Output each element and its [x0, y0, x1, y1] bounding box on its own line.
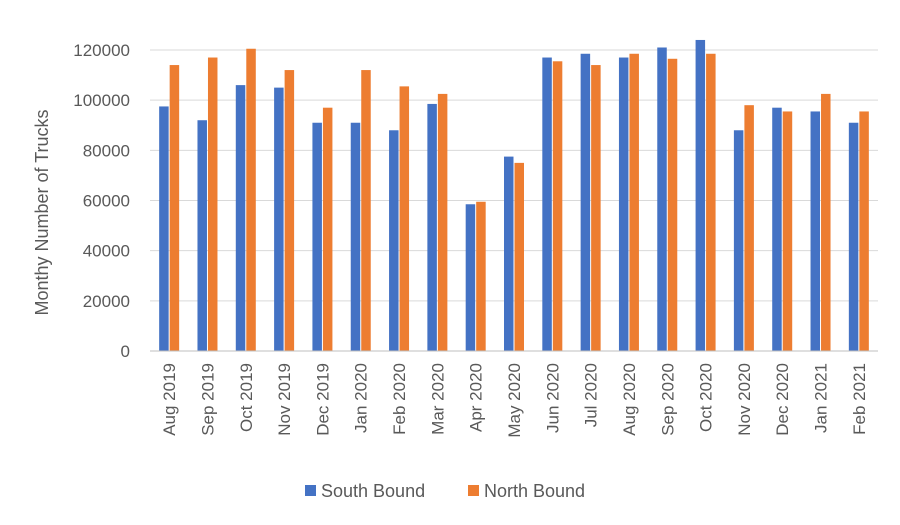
- bar-south-bound: [733, 130, 744, 351]
- bar-north-bound: [591, 65, 601, 352]
- bar-south-bound: [350, 122, 361, 351]
- bar-south-bound: [657, 47, 667, 351]
- bar-north-bound: [667, 58, 678, 351]
- x-tick-label: Nov 2019: [275, 363, 294, 436]
- x-tick-label: Oct 2020: [697, 363, 716, 432]
- y-tick-label: 40000: [83, 242, 130, 261]
- x-tick-label: Jul 2020: [582, 363, 601, 427]
- bar-north-bound: [514, 162, 524, 351]
- y-axis-title: Monthy Number of Trucks: [32, 109, 52, 315]
- bar-north-bound: [782, 111, 793, 352]
- x-tick-label: May 2020: [505, 363, 524, 438]
- bar-south-bound: [618, 57, 629, 352]
- bar-south-bound: [504, 156, 514, 351]
- bar-south-bound: [235, 85, 246, 351]
- x-tick-label: Aug 2019: [160, 363, 179, 436]
- legend: South Bound North Bound: [305, 481, 585, 501]
- gridlines: [150, 49, 878, 302]
- bar-north-bound: [437, 93, 448, 351]
- x-tick-label: Jan 2021: [812, 363, 831, 433]
- legend-swatch-south-bound: [305, 485, 316, 496]
- legend-label-south-bound: South Bound: [321, 481, 425, 501]
- bar-south-bound: [772, 107, 782, 351]
- bar-north-bound: [169, 65, 180, 352]
- bar-north-bound: [322, 107, 333, 351]
- x-tick-label: Feb 2020: [390, 363, 409, 435]
- x-tick-label: Aug 2020: [620, 363, 639, 436]
- bar-north-bound: [859, 111, 869, 352]
- bar-north-bound: [399, 86, 410, 351]
- bar-south-bound: [542, 57, 552, 352]
- legend-label-north-bound: North Bound: [484, 481, 585, 501]
- bar-north-bound: [552, 61, 563, 351]
- y-tick-label: 120000: [73, 41, 130, 60]
- y-tick-label: 20000: [83, 292, 130, 311]
- bar-north-bound: [706, 53, 716, 351]
- x-tick-label: Dec 2020: [773, 363, 792, 436]
- bar-south-bound: [427, 103, 437, 351]
- bar-north-bound: [476, 201, 486, 351]
- bar-north-bound: [629, 53, 639, 351]
- bar-south-bound: [159, 106, 169, 351]
- y-tick-label: 60000: [83, 192, 130, 211]
- x-tick-label: Nov 2020: [735, 363, 754, 436]
- bar-south-bound: [848, 122, 859, 351]
- bar-north-bound: [744, 105, 754, 351]
- bar-south-bound: [465, 204, 476, 351]
- bars: [159, 39, 869, 352]
- bar-south-bound: [389, 130, 399, 351]
- y-axis-ticks: 0 20000 40000 60000 80000 100000 120000: [73, 41, 130, 361]
- bar-north-bound: [821, 93, 831, 351]
- x-tick-label: Jan 2020: [352, 363, 371, 433]
- bar-north-bound: [246, 48, 256, 351]
- legend-swatch-north-bound: [468, 485, 479, 496]
- bar-north-bound: [361, 70, 371, 352]
- bar-south-bound: [580, 53, 591, 351]
- bar-south-bound: [197, 120, 207, 351]
- y-tick-label: 80000: [83, 141, 130, 160]
- x-tick-label: Feb 2021: [850, 363, 869, 435]
- x-tick-label: Sep 2020: [658, 363, 677, 436]
- bar-south-bound: [810, 111, 821, 352]
- x-tick-label: Mar 2020: [428, 363, 447, 435]
- y-tick-label: 0: [121, 342, 130, 361]
- y-tick-label: 100000: [73, 91, 130, 110]
- bar-south-bound: [695, 39, 706, 351]
- x-tick-label: Apr 2020: [467, 363, 486, 432]
- x-tick-label: Oct 2019: [237, 363, 256, 432]
- bar-south-bound: [274, 87, 284, 351]
- bar-north-bound: [207, 57, 218, 352]
- bar-north-bound: [284, 70, 295, 352]
- x-tick-label: Jun 2020: [543, 363, 562, 433]
- x-tick-label: Sep 2019: [198, 363, 217, 436]
- x-tick-label: Dec 2019: [313, 363, 332, 436]
- x-axis-ticks: Aug 2019 Sep 2019 Oct 2019 Nov 2019 Dec 2019…: [160, 363, 869, 438]
- bar-south-bound: [312, 122, 322, 351]
